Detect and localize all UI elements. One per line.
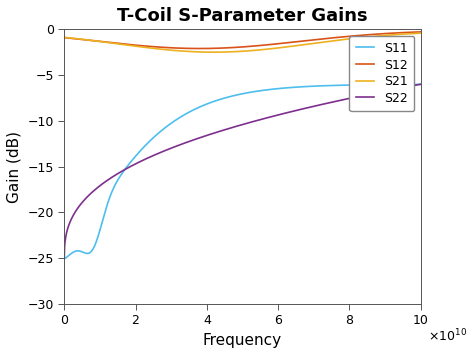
S12 (197, 47, 202, 51)
S22 (62, 256, 67, 261)
Line: S11: S11 (64, 84, 420, 259)
Line: S12: S12 (64, 32, 420, 49)
S12 (411, 30, 417, 34)
S22 (102, 180, 108, 184)
S11 (373, 83, 378, 87)
S21 (123, 43, 129, 47)
S12 (373, 32, 378, 36)
S21 (198, 50, 204, 54)
S11 (411, 82, 417, 87)
S12 (198, 47, 204, 51)
Line: S22: S22 (64, 84, 420, 258)
Line: S21: S21 (64, 33, 420, 52)
S11 (418, 82, 423, 87)
S12 (102, 40, 108, 44)
S22 (214, 130, 219, 135)
Legend: S11, S12, S21, S22: S11, S12, S21, S22 (349, 36, 414, 111)
S21 (373, 34, 378, 38)
S21 (418, 31, 423, 35)
S22 (411, 83, 417, 88)
Y-axis label: Gain (dB): Gain (dB) (7, 131, 22, 203)
S11 (214, 98, 219, 103)
S12 (123, 42, 129, 47)
Title: T-Coil S-Parameter Gains: T-Coil S-Parameter Gains (117, 7, 368, 25)
S11 (123, 166, 129, 170)
S21 (102, 40, 108, 44)
X-axis label: Frequency: Frequency (203, 333, 282, 348)
S11 (62, 257, 67, 261)
S12 (62, 36, 67, 40)
S21 (211, 50, 217, 54)
S12 (214, 46, 219, 50)
S22 (198, 135, 204, 140)
Text: $\times10^{10}$: $\times10^{10}$ (428, 327, 467, 344)
S22 (418, 82, 423, 86)
S21 (62, 35, 67, 39)
S22 (123, 167, 129, 171)
S21 (411, 31, 417, 36)
S12 (418, 30, 423, 34)
S22 (373, 91, 378, 95)
S11 (102, 210, 108, 214)
S21 (214, 50, 219, 54)
S11 (198, 104, 204, 109)
